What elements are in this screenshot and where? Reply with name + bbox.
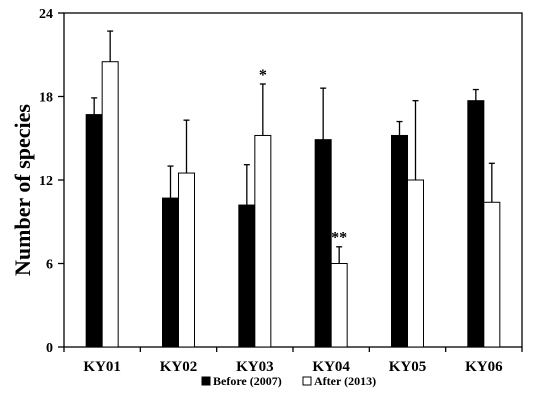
- y-tick-label: 0: [46, 341, 53, 356]
- bar-after: [407, 179, 424, 348]
- bar-after: [101, 61, 119, 348]
- y-tick-label: 24: [39, 7, 53, 22]
- bar-after: [483, 201, 501, 348]
- significance-marker: *: [259, 67, 267, 84]
- x-tick-label: KY03: [236, 359, 274, 375]
- legend-swatch-after: [302, 376, 312, 386]
- significance-marker: **: [331, 230, 347, 247]
- bar-before: [85, 114, 103, 348]
- legend: Before (2007) After (2013): [201, 374, 376, 388]
- bar-before: [467, 100, 485, 348]
- bar-after: [254, 134, 272, 348]
- legend-label: Before (2007): [213, 374, 282, 388]
- x-tick-label: KY04: [312, 359, 350, 375]
- plot-frame: [63, 12, 523, 348]
- legend-swatch-before: [201, 376, 211, 386]
- bar-before: [314, 139, 332, 348]
- bar-after: [178, 172, 195, 348]
- bar-before: [238, 204, 256, 348]
- bar-before: [162, 197, 179, 348]
- bar-after: [330, 263, 348, 348]
- y-tick-label: 18: [39, 91, 53, 106]
- x-tick-label: KY02: [160, 359, 198, 375]
- x-tick-label: KY06: [465, 359, 503, 375]
- legend-label: After (2013): [314, 374, 376, 388]
- x-tick-label: KY01: [83, 359, 121, 375]
- y-tick-label: 6: [46, 258, 53, 273]
- x-tick-label: KY05: [389, 359, 427, 375]
- y-axis-label: Number of species: [10, 104, 35, 276]
- bar-before: [391, 134, 408, 348]
- y-tick-label: 12: [39, 174, 53, 189]
